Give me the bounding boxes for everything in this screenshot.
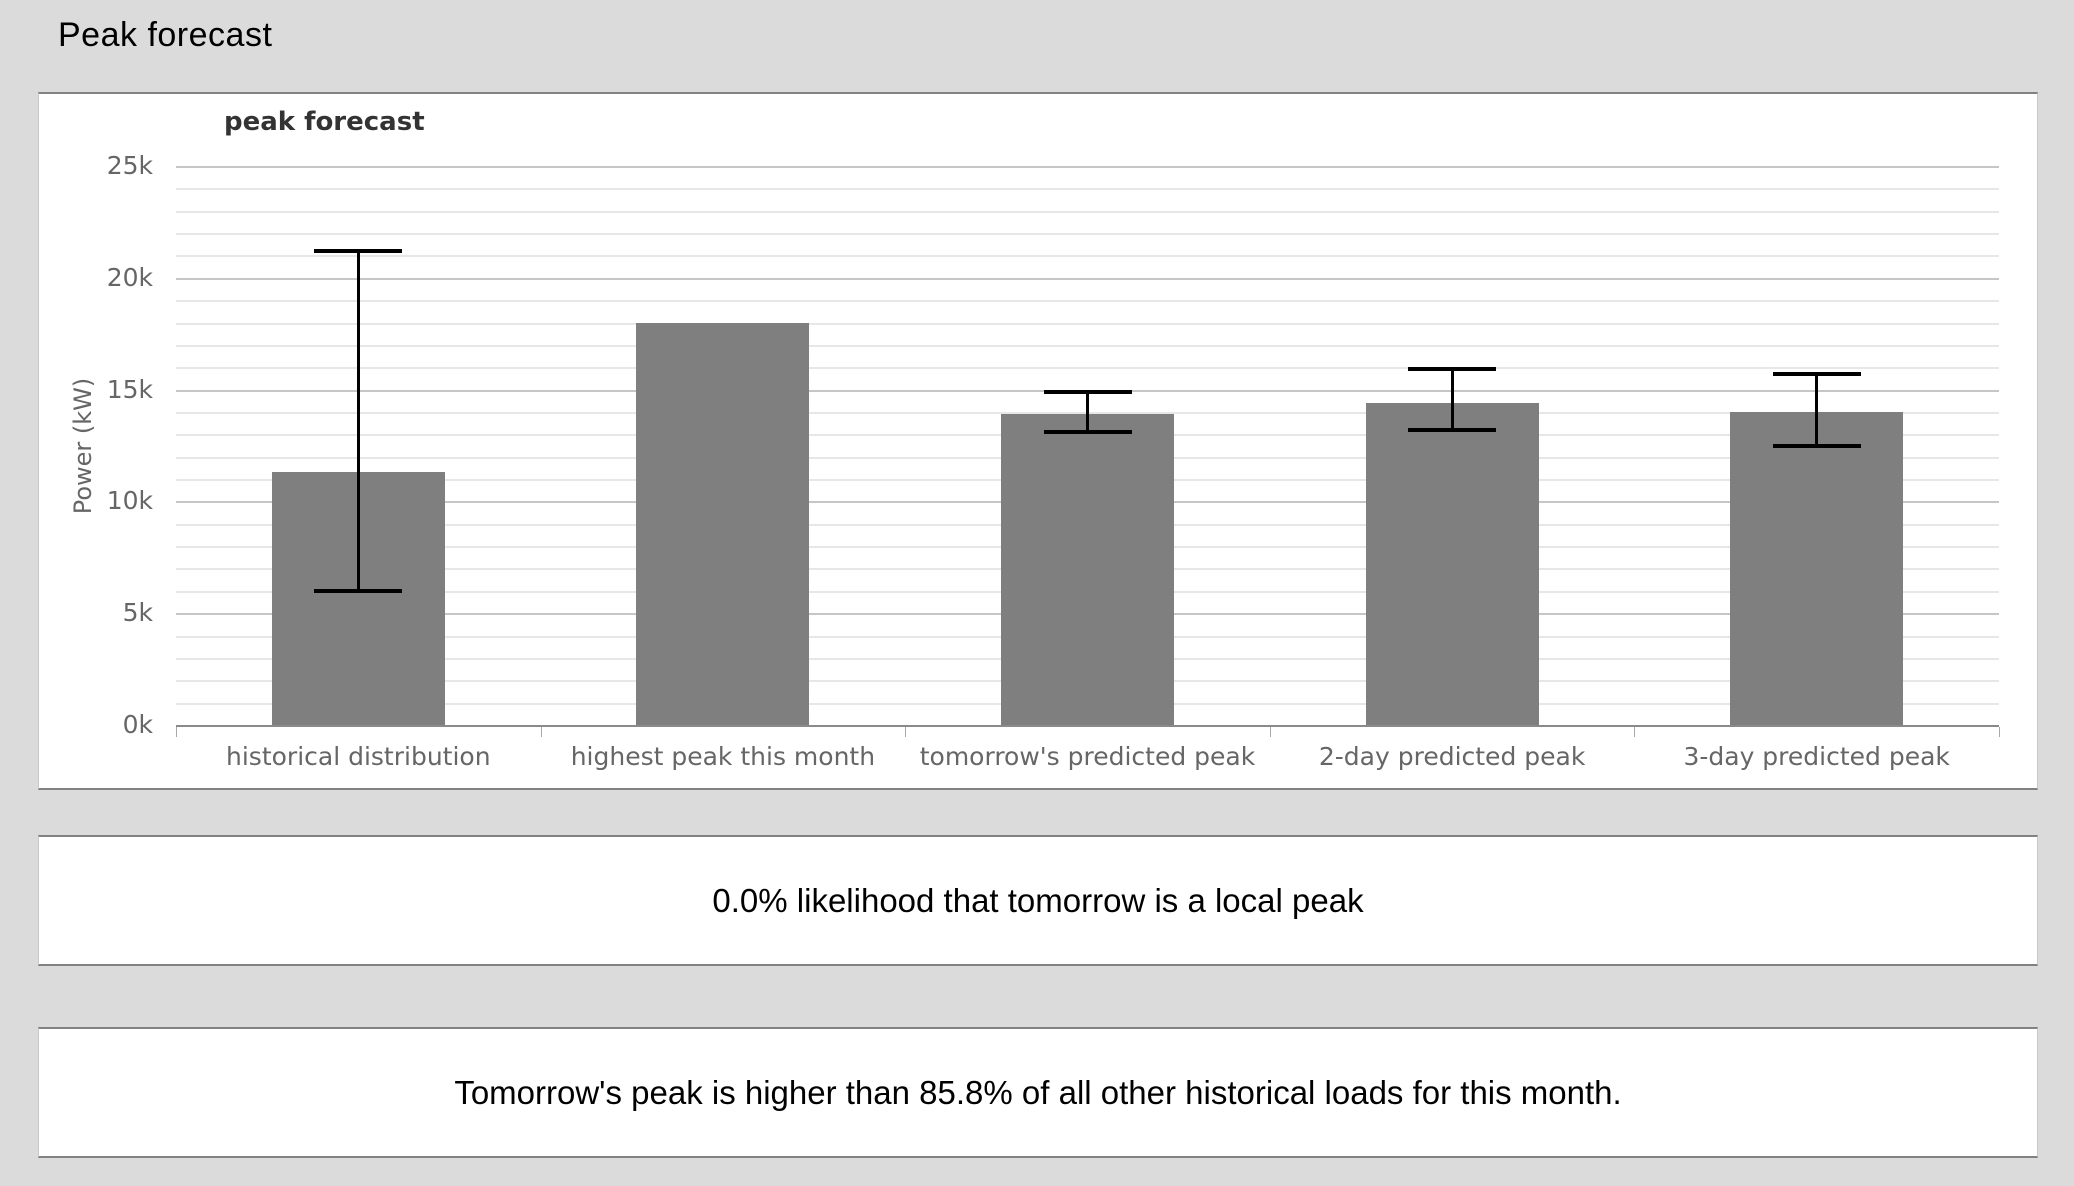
category-tick [1269, 727, 1271, 737]
category-tick [1634, 727, 1636, 737]
y-tick-label: 15k [106, 374, 153, 404]
bar [1730, 411, 1904, 725]
percentile-panel: Tomorrow's peak is higher than 85.8% of … [38, 1027, 2038, 1158]
minor-gridline [176, 255, 1999, 258]
error-bar-low-cap [1043, 430, 1132, 435]
error-bar-low-cap [1772, 443, 1861, 448]
category-tick [905, 727, 907, 737]
x-axis-category-label: highest peak this month [570, 742, 876, 771]
error-bar-stem [1450, 369, 1454, 430]
minor-gridline [176, 300, 1999, 303]
error-bar-stem [1815, 373, 1819, 446]
error-bar-low-cap [314, 588, 403, 593]
x-axis-category-label: 3-day predicted peak [1683, 742, 1950, 771]
error-bar-low-cap [1408, 427, 1497, 432]
error-bar-stem [356, 250, 360, 591]
error-bar-high-cap [1408, 367, 1497, 372]
y-tick-label: 20k [106, 262, 153, 292]
minor-gridline [176, 233, 1999, 236]
x-axis-line [176, 725, 1999, 727]
error-bar-stem [1086, 391, 1089, 433]
minor-gridline [176, 344, 1999, 347]
bar [1365, 403, 1539, 725]
major-gridline [176, 277, 1999, 280]
peak-forecast-chart-card: peak forecast Power (kW) 0k 5k 10k 15k 20k 25… [38, 92, 2038, 790]
legend-label: peak forecast [224, 107, 425, 137]
x-axis-category-label: 2-day predicted peak [1318, 742, 1586, 771]
x-axis-category-label: historical distribution [226, 742, 491, 771]
x-axis-category-label: tomorrow's predicted peak [919, 742, 1256, 771]
page-title: Peak forecast [58, 16, 273, 54]
error-bar-high-cap [1043, 389, 1132, 394]
category-tick [1999, 727, 2000, 737]
likelihood-panel: 0.0% likelihood that tomorrow is a local… [38, 835, 2038, 966]
error-bar-high-cap [314, 248, 403, 253]
category-tick [176, 727, 177, 737]
minor-gridline [176, 367, 1999, 370]
major-gridline [176, 166, 1999, 168]
category-tick [540, 727, 542, 737]
bar [636, 322, 810, 725]
error-bar-high-cap [1772, 371, 1861, 376]
minor-gridline [176, 322, 1999, 325]
y-tick-label: 10k [106, 486, 153, 516]
y-tick-label: 25k [106, 151, 153, 180]
bar-chart: peak forecast Power (kW) 0k 5k 10k 15k 20k 25… [39, 94, 2037, 788]
bar [1001, 414, 1174, 725]
y-tick-label: 0k [122, 710, 153, 739]
percentile-text: Tomorrow's peak is higher than 85.8% of … [454, 1073, 1622, 1111]
minor-gridline [176, 188, 1999, 191]
y-tick-label: 5k [122, 598, 153, 628]
likelihood-text: 0.0% likelihood that tomorrow is a local… [712, 881, 1364, 919]
plot-area: historical distribution highest peak this… [176, 94, 2000, 788]
minor-gridline [176, 210, 1999, 213]
legend-item-peak-forecast[interactable]: peak forecast [176, 107, 425, 137]
